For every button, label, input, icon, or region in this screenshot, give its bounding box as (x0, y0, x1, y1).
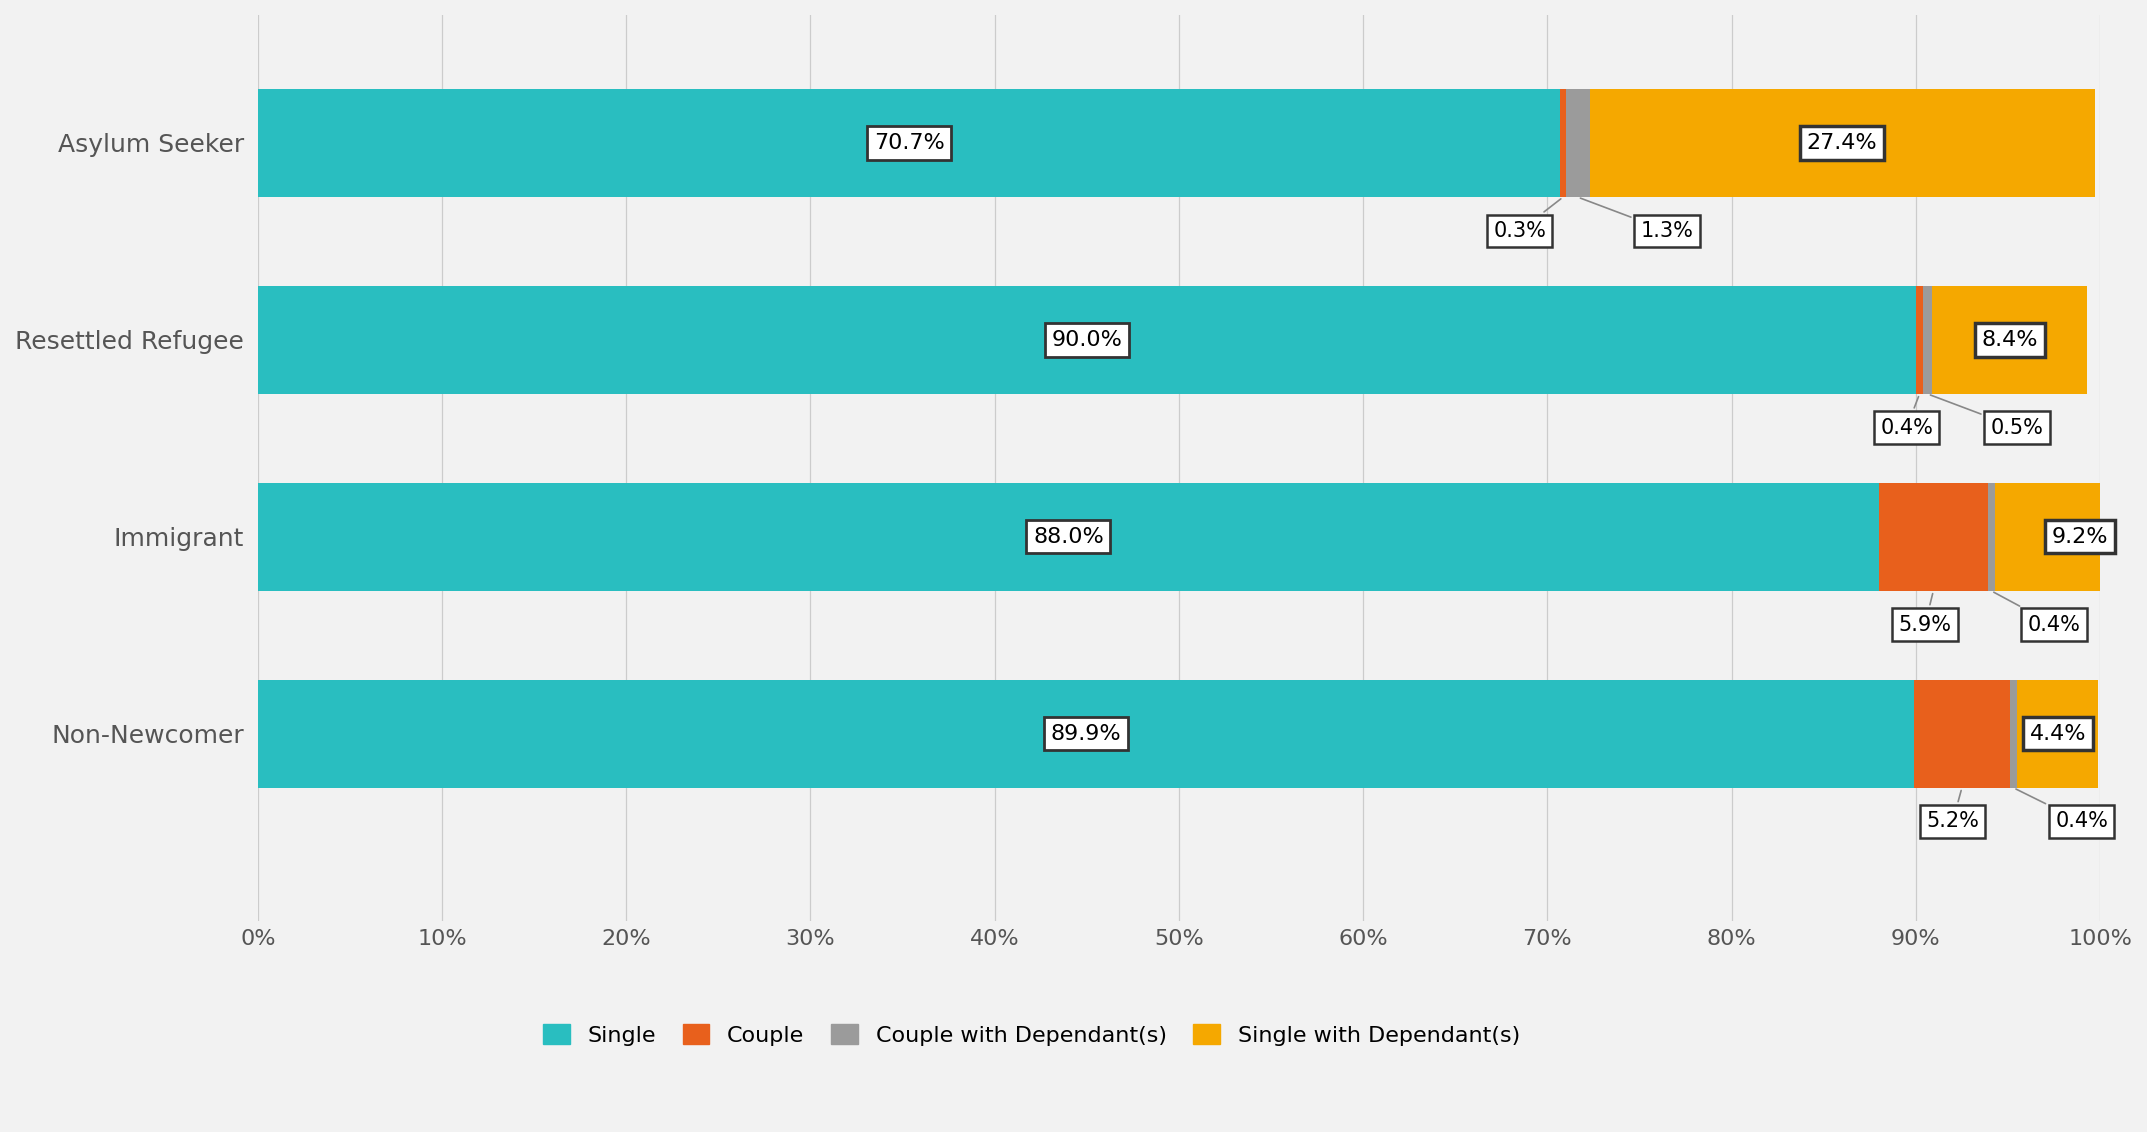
Legend: Single, Couple, Couple with Dependant(s), Single with Dependant(s): Single, Couple, Couple with Dependant(s)… (535, 1015, 1529, 1055)
Text: 88.0%: 88.0% (1033, 526, 1104, 547)
Text: 0.3%: 0.3% (1494, 199, 1561, 241)
Text: 0.4%: 0.4% (1881, 396, 1932, 438)
Bar (2018, 679, 2098, 788)
Text: 9.2%: 9.2% (2053, 526, 2108, 547)
Bar (1913, 679, 2010, 788)
Text: 0.4%: 0.4% (2016, 789, 2108, 831)
Bar (1561, 88, 1565, 197)
Text: 8.4%: 8.4% (1982, 329, 2038, 350)
Bar (258, 679, 1913, 788)
Text: 4.4%: 4.4% (2029, 723, 2087, 744)
Bar (1924, 285, 1932, 394)
Text: 0.4%: 0.4% (1995, 592, 2080, 635)
Bar (258, 482, 1879, 591)
Bar (1932, 285, 2087, 394)
Bar (258, 285, 1915, 394)
Bar (1995, 482, 2147, 591)
Bar (1589, 88, 2095, 197)
Text: 5.2%: 5.2% (1926, 790, 1980, 831)
Text: 90.0%: 90.0% (1052, 329, 1123, 350)
Text: 70.7%: 70.7% (874, 132, 945, 153)
Text: 1.3%: 1.3% (1580, 198, 1694, 241)
Bar (1879, 482, 1988, 591)
Bar (1915, 285, 1924, 394)
Bar (2010, 679, 2018, 788)
Text: 0.5%: 0.5% (1930, 395, 2044, 438)
Bar (1988, 482, 1995, 591)
Bar (258, 88, 1561, 197)
Text: 27.4%: 27.4% (1808, 132, 1876, 153)
Bar (1565, 88, 1589, 197)
Text: 89.9%: 89.9% (1050, 723, 1121, 744)
Text: 5.9%: 5.9% (1898, 593, 1952, 635)
